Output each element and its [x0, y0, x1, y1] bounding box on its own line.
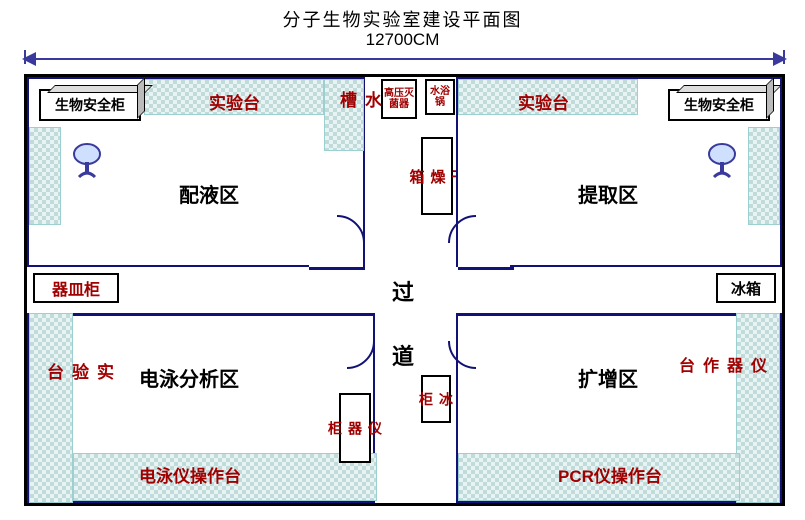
fridge: 冰箱 — [716, 273, 776, 303]
ice-cabinet-label: 冰 柜 — [416, 392, 456, 406]
biosafety-cabinet-right-label: 生物安全柜 — [684, 95, 754, 115]
room-top-right: 实验台 生物安全柜 提取区 — [456, 77, 782, 267]
room-tl-bottom-wall — [29, 265, 309, 268]
bench-tl-label: 实验台 — [209, 89, 260, 114]
autoclave-label: 高压灭 菌器 — [384, 88, 414, 110]
door-br-leaf — [458, 313, 514, 316]
tl-left-block — [29, 127, 61, 225]
instrument-cabinet-label: 仪 器 柜 — [325, 421, 385, 435]
electrophoresis-bench-label: 电泳仪操作台 — [139, 462, 241, 487]
room-tr-label: 提取区 — [578, 179, 638, 208]
door-bl-arc — [319, 313, 375, 369]
bench-bl-label: 实 验 台 — [41, 363, 116, 382]
room-bottom-left: 实 验 台 电泳分析区 电泳仪操作台 仪 器 柜 — [27, 313, 375, 503]
corridor-label-1: 过 — [392, 275, 414, 307]
biosafety-cabinet-right: 生物安全柜 — [668, 89, 770, 121]
bench-bl-area — [29, 313, 73, 503]
sink-label: 水 槽 — [334, 91, 384, 110]
page-title: 分子生物实验室建设平面图 — [0, 6, 805, 32]
sink-area — [324, 79, 364, 151]
door-tl-leaf — [309, 267, 365, 270]
room-tl-label: 配液区 — [179, 179, 239, 208]
bench-tr-label: 实验台 — [518, 89, 569, 114]
instrument-cabinet: 仪 器 柜 — [339, 393, 371, 463]
glassware-label: 器皿柜 — [52, 276, 100, 300]
room-bl-label: 电泳分析区 — [139, 363, 239, 392]
chair-icon-right — [700, 139, 744, 183]
autoclave: 高压灭 菌器 — [381, 79, 417, 119]
door-br-arc — [448, 313, 504, 369]
water-bath-label: 水浴 锅 — [430, 86, 450, 108]
glassware-cabinet: 器皿柜 — [33, 273, 119, 303]
dimension-line — [24, 58, 785, 60]
room-top-left: 生物安全柜 实验台 水 槽 配液区 — [27, 77, 365, 267]
water-bath: 水浴 锅 — [425, 79, 455, 115]
op-table-br-label: 仪 器 作 台 — [672, 357, 768, 375]
room-br-label: 扩增区 — [578, 363, 638, 392]
corridor-label-2: 道 — [392, 339, 414, 371]
biosafety-cabinet-left: 生物安全柜 — [39, 89, 141, 121]
tr-right-block — [748, 127, 780, 225]
floor-plan: 分子生物实验室建设平面图 12700CM 生物安全柜 实验台 水 槽 配液区 — [0, 0, 805, 520]
dimension-label: 12700CM — [0, 30, 805, 50]
room-bottom-right: 扩增区 仪 器 作 台 PCR仪操作台 — [456, 313, 782, 503]
outer-wall: 生物安全柜 实验台 水 槽 配液区 器皿柜 高压灭 菌器 水浴 锅 干 燥 箱 — [24, 74, 785, 506]
op-table-br-area — [736, 313, 780, 503]
fridge-label: 冰箱 — [731, 278, 761, 299]
biosafety-cabinet-left-label: 生物安全柜 — [55, 95, 125, 115]
door-bl-leaf — [319, 313, 375, 316]
door-tr-leaf — [458, 267, 514, 270]
chair-icon-left — [65, 139, 109, 183]
room-tr-bottom-wall — [510, 265, 780, 268]
ice-cabinet: 冰 柜 — [421, 375, 451, 423]
pcr-bench-label: PCR仪操作台 — [558, 462, 662, 487]
door-tl-arc — [309, 215, 365, 271]
door-tr-arc — [448, 215, 504, 271]
dry-oven: 干 燥 箱 — [421, 137, 453, 215]
